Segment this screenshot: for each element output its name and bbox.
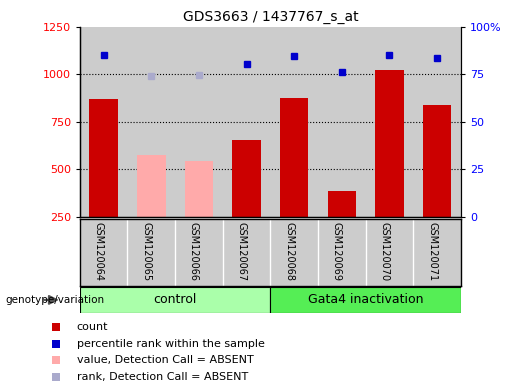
Text: count: count — [77, 322, 108, 332]
Text: GSM120067: GSM120067 — [236, 222, 247, 281]
Text: GSM120070: GSM120070 — [380, 222, 389, 281]
Bar — [328, 191, 356, 217]
Text: GSM120064: GSM120064 — [94, 222, 104, 281]
Bar — [184, 161, 213, 217]
Bar — [375, 70, 404, 217]
Bar — [270, 27, 318, 217]
Text: control: control — [153, 293, 197, 306]
Bar — [175, 27, 222, 217]
Bar — [232, 140, 261, 217]
Text: Gata4 inactivation: Gata4 inactivation — [308, 293, 423, 306]
Bar — [128, 27, 175, 217]
Bar — [413, 27, 461, 217]
Bar — [366, 27, 413, 217]
Bar — [280, 98, 308, 217]
Bar — [270, 287, 461, 313]
Text: percentile rank within the sample: percentile rank within the sample — [77, 339, 264, 349]
Bar — [90, 99, 118, 217]
Text: GSM120069: GSM120069 — [332, 222, 342, 281]
Text: value, Detection Call = ABSENT: value, Detection Call = ABSENT — [77, 356, 253, 366]
Bar — [137, 155, 166, 217]
Bar — [423, 105, 451, 217]
Text: genotype/variation: genotype/variation — [5, 295, 104, 305]
Bar — [80, 287, 270, 313]
Bar — [222, 27, 270, 217]
Text: GSM120066: GSM120066 — [189, 222, 199, 281]
Title: GDS3663 / 1437767_s_at: GDS3663 / 1437767_s_at — [182, 10, 358, 25]
Text: GSM120068: GSM120068 — [284, 222, 294, 281]
Bar — [80, 27, 128, 217]
Text: rank, Detection Call = ABSENT: rank, Detection Call = ABSENT — [77, 372, 248, 382]
Bar — [318, 27, 366, 217]
Text: GSM120071: GSM120071 — [427, 222, 437, 281]
Text: GSM120065: GSM120065 — [141, 222, 151, 281]
